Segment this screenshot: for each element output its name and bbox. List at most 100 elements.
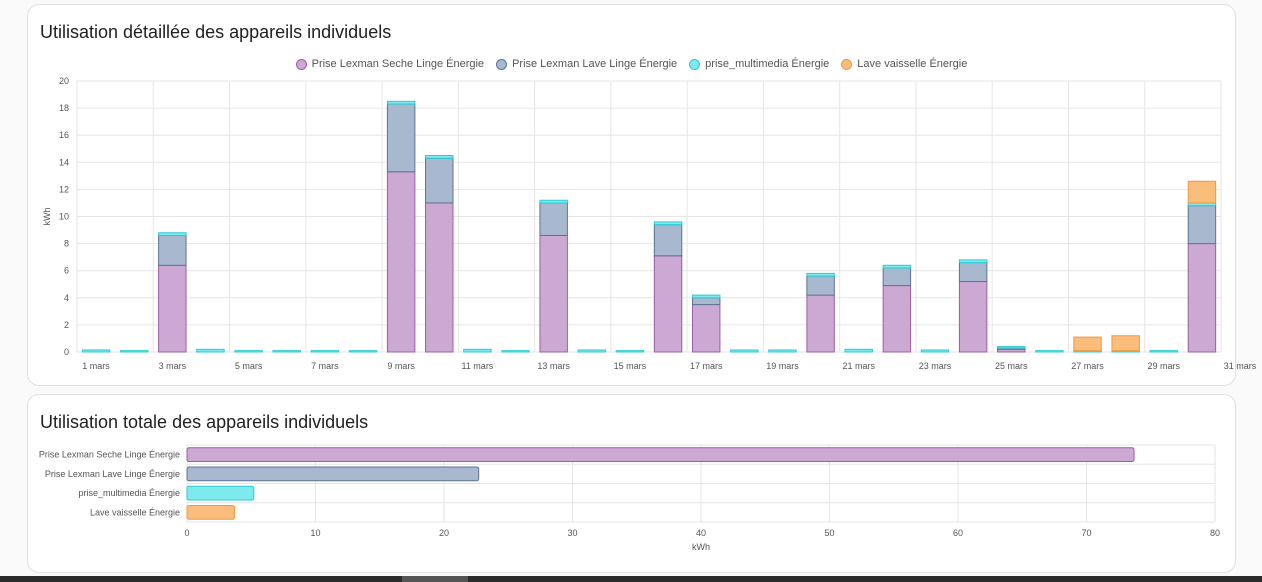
detailed-usage-title: Utilisation détaillée des appareils indi… [40, 22, 392, 42]
bar-prise-multimedia-energie-18 [730, 349, 759, 353]
y-tick-label: 18 [59, 103, 69, 113]
bar-prise-lexman-seche-linge-energie-30 [1187, 243, 1217, 353]
bar-prise-multimedia-energie-9 [386, 100, 416, 105]
x-tick-label: 20 [439, 528, 449, 538]
bar-prise-multimedia-energie-7 [310, 350, 340, 353]
bar-prise-multimedia-energie-15 [615, 350, 645, 353]
x-tick-label: 31 mars [1224, 361, 1257, 371]
legend-item-prise-lexman-seche-linge-energie[interactable]: Prise Lexman Seche Linge Énergie [295, 56, 485, 72]
bar-prise-lexman-seche-linge-energie-13 [539, 234, 568, 353]
category-label: Prise Lexman Seche Linge Énergie [39, 450, 180, 460]
bar-prise-lexman-lave-linge-energie-22 [882, 267, 912, 287]
chart-legend: Prise Lexman Seche Linge Énergie Prise Le… [28, 56, 1235, 72]
legend-label: prise_multimedia Énergie [705, 58, 830, 70]
x-tick-label: 7 mars [311, 361, 339, 371]
bar-prise-multimedia-energie-20 [806, 272, 835, 277]
x-tick-label: 50 [824, 528, 834, 538]
y-tick-label: 20 [59, 76, 69, 86]
bar-prise-lexman-seche-linge-energie-22 [882, 285, 912, 353]
bar-prise-multimedia-energie-3 [158, 232, 187, 236]
bar-prise-lexman-lave-linge-energie-3 [158, 234, 187, 266]
bar-prise-multimedia-energie-23 [920, 349, 950, 353]
category-label: Lave vaisselle Énergie [90, 507, 180, 517]
x-tick-label: 70 [1081, 528, 1091, 538]
bar-prise-lexman-lave-linge-energie-24 [958, 262, 988, 283]
category-label: prise_multimedia Énergie [78, 488, 180, 498]
bar-prise-multimedia-energie-13 [539, 199, 568, 204]
scrollbar-thumb[interactable] [402, 576, 468, 582]
bar-prise-lexman-seche-linge-energie-9 [386, 171, 416, 353]
x-tick-label: 17 mars [690, 361, 723, 371]
bar-prise-multimedia-energie-26 [1035, 350, 1064, 353]
y-tick-label: 2 [64, 320, 69, 330]
x-tick-label: 21 mars [842, 361, 875, 371]
x-tick-label: 0 [184, 528, 189, 538]
x-tick-label: 10 [310, 528, 320, 538]
bar-prise-lexman-lave-linge-energie-30 [1187, 205, 1217, 245]
y-tick-label: 16 [59, 130, 69, 140]
legend-swatch [841, 58, 853, 70]
bar-total-prise-multimedia-energie [186, 485, 255, 501]
legend-swatch [689, 58, 701, 70]
total-usage-title: Utilisation totale des appareils individ… [40, 412, 369, 432]
bar-prise-multimedia-energie-17 [691, 294, 721, 299]
bar-prise-multimedia-energie-19 [768, 349, 797, 353]
detailed-usage-chart: 0 2 4 6 8 10 12 14 16 18 20 1 mars 3 mars 5 mars 7 mar… [42, 76, 1257, 371]
x-tick-label: 60 [953, 528, 963, 538]
y-axis-label: kWh [42, 208, 52, 226]
x-tick-label: 29 mars [1148, 361, 1181, 371]
y-tick-label: 8 [64, 239, 69, 249]
x-tick-label: 3 mars [159, 361, 187, 371]
bar-prise-lexman-lave-linge-energie-9 [386, 103, 416, 173]
bar-prise-multimedia-energie-21 [844, 348, 873, 353]
bar-total-lave-vaisselle-energie [186, 504, 236, 520]
bar-lave-vaisselle-energie-27 [1073, 336, 1102, 352]
bar-prise-lexman-lave-linge-energie-20 [806, 275, 835, 296]
legend-swatch [496, 58, 508, 70]
bar-prise-multimedia-energie-4 [196, 348, 225, 353]
legend-item-lave-vaisselle-energie[interactable]: Lave vaisselle Énergie [841, 56, 967, 72]
bar-prise-multimedia-energie-1 [81, 349, 111, 353]
bar-prise-multimedia-energie-24 [958, 259, 988, 264]
bar-prise-lexman-seche-linge-energie-24 [958, 281, 988, 353]
bar-prise-multimedia-energie-12 [501, 350, 530, 353]
legend-item-prise-multimedia-energie[interactable]: prise_multimedia Énergie [689, 56, 829, 72]
x-tick-label: 27 mars [1071, 361, 1104, 371]
x-tick-label: 19 mars [766, 361, 799, 371]
x-tick-label: 1 mars [82, 361, 110, 371]
bar-prise-multimedia-energie-2 [119, 350, 149, 353]
horizontal-scrollbar[interactable] [0, 576, 1262, 582]
x-tick-label: 5 mars [235, 361, 263, 371]
x-tick-label: 15 mars [614, 361, 647, 371]
bar-prise-multimedia-energie-6 [272, 350, 301, 353]
legend-label: Prise Lexman Lave Linge Énergie [512, 58, 678, 70]
bar-prise-lexman-seche-linge-energie-20 [806, 294, 835, 353]
x-tick-label: 80 [1210, 528, 1220, 538]
detailed-usage-card: Utilisation détaillée des appareils indi… [27, 4, 1236, 386]
x-tick-label: 40 [696, 528, 706, 538]
x-axis-label: kWh [692, 542, 710, 552]
x-tick-label: 23 mars [919, 361, 952, 371]
bar-prise-lexman-seche-linge-energie-17 [691, 304, 721, 353]
x-tick-label: 25 mars [995, 361, 1028, 371]
bar-prise-lexman-lave-linge-energie-17 [691, 297, 721, 306]
bar-total-prise-lexman-lave-linge-energie [186, 466, 480, 482]
y-tick-label: 10 [59, 212, 69, 222]
bar-prise-lexman-seche-linge-energie-16 [653, 255, 683, 353]
bar-prise-lexman-lave-linge-energie-16 [653, 224, 683, 257]
bar-prise-lexman-seche-linge-energie-10 [425, 202, 454, 353]
bar-prise-multimedia-energie-5 [234, 350, 263, 353]
legend-label: Prise Lexman Seche Linge Énergie [311, 58, 485, 70]
bar-total-prise-lexman-seche-linge-energie [186, 447, 1135, 463]
bar-prise-lexman-lave-linge-energie-13 [539, 202, 568, 236]
bar-prise-lexman-lave-linge-energie-10 [425, 157, 454, 204]
legend-item-prise-lexman-lave-linge-energie[interactable]: Prise Lexman Lave Linge Énergie [496, 56, 677, 72]
bar-prise-multimedia-energie-14 [577, 349, 607, 353]
bar-prise-multimedia-energie-10 [425, 155, 454, 159]
y-tick-label: 12 [59, 184, 69, 194]
legend-label: Lave vaisselle Énergie [857, 58, 968, 70]
legend-swatch [295, 58, 307, 70]
bar-lave-vaisselle-energie-28 [1111, 335, 1140, 352]
y-tick-label: 4 [64, 293, 69, 303]
bar-prise-multimedia-energie-25 [997, 346, 1026, 349]
